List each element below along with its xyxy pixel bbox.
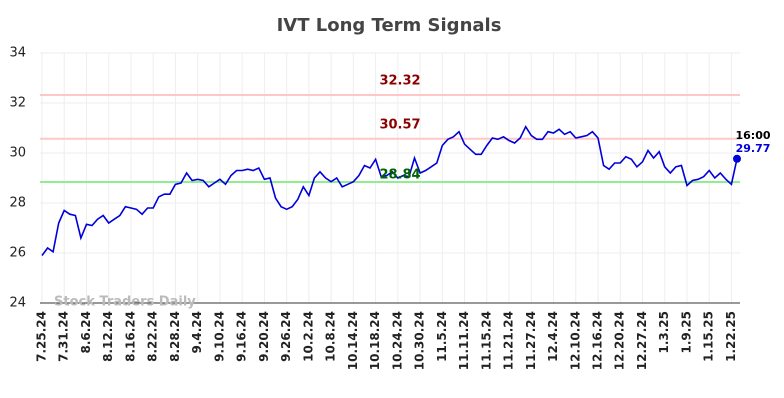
- x-tick-label: 9.16.24: [235, 311, 249, 362]
- x-tick-label: 10.14.24: [346, 311, 360, 370]
- watermark: Stock Traders Daily: [54, 295, 196, 310]
- x-tick-label: 1.3.25: [657, 311, 671, 354]
- price-line: [41, 125, 738, 256]
- x-tick-label: 8.6.24: [79, 311, 93, 354]
- x-tick-label: 9.20.24: [257, 311, 271, 362]
- x-tick-label: 10.30.24: [413, 311, 427, 370]
- x-tick-label: 9.4.24: [190, 311, 204, 354]
- y-tick-label: 30: [9, 146, 26, 161]
- x-tick-label: 10.24.24: [390, 311, 404, 370]
- y-tick-label: 26: [9, 246, 26, 261]
- x-tick-label: 12.20.24: [613, 311, 627, 370]
- x-tick-label: 11.27.24: [524, 311, 538, 370]
- x-tick-label: 12.4.24: [546, 311, 560, 362]
- last-time: 16:00: [735, 129, 770, 142]
- x-tick-label: 11.5.24: [435, 311, 449, 362]
- x-tick-label: 9.26.24: [279, 311, 293, 362]
- x-tick-label: 10.18.24: [368, 311, 382, 370]
- last-value: 29.77: [736, 142, 771, 155]
- last-point: [733, 154, 741, 163]
- x-tick-label: 1.15.25: [702, 311, 716, 362]
- x-tick-label: 11.15.24: [479, 311, 493, 370]
- x-tick-label: 11.21.24: [502, 311, 516, 370]
- y-tick-label: 24: [9, 296, 26, 311]
- x-tick-label: 8.22.24: [146, 311, 160, 362]
- signal-label: 28.84: [379, 168, 420, 183]
- x-tick-label: 12.10.24: [568, 311, 582, 370]
- chart-title: IVT Long Term Signals: [277, 15, 502, 36]
- x-tick-label: 9.10.24: [212, 311, 226, 362]
- x-tick-label: 7.25.24: [35, 311, 49, 362]
- y-tick-label: 34: [9, 46, 26, 61]
- x-tick-label: 12.16.24: [591, 311, 605, 370]
- x-tick-label: 1.22.25: [724, 311, 738, 362]
- x-tick-label: 1.9.25: [679, 311, 693, 354]
- x-tick-label: 10.8.24: [324, 311, 338, 362]
- x-tick-label: 8.12.24: [101, 311, 115, 362]
- x-tick-label: 10.2.24: [301, 311, 315, 362]
- y-tick-label: 28: [9, 196, 26, 211]
- x-tick-label: 11.11.24: [457, 311, 471, 370]
- x-tick-label: 7.31.24: [57, 311, 71, 362]
- x-tick-label: 8.28.24: [168, 311, 182, 362]
- y-tick-label: 32: [9, 96, 26, 111]
- signal-label: 30.57: [379, 117, 420, 132]
- x-tick-label: 12.27.24: [635, 311, 649, 370]
- x-tick-label: 8.16.24: [123, 311, 137, 362]
- signal-label: 32.32: [379, 74, 420, 89]
